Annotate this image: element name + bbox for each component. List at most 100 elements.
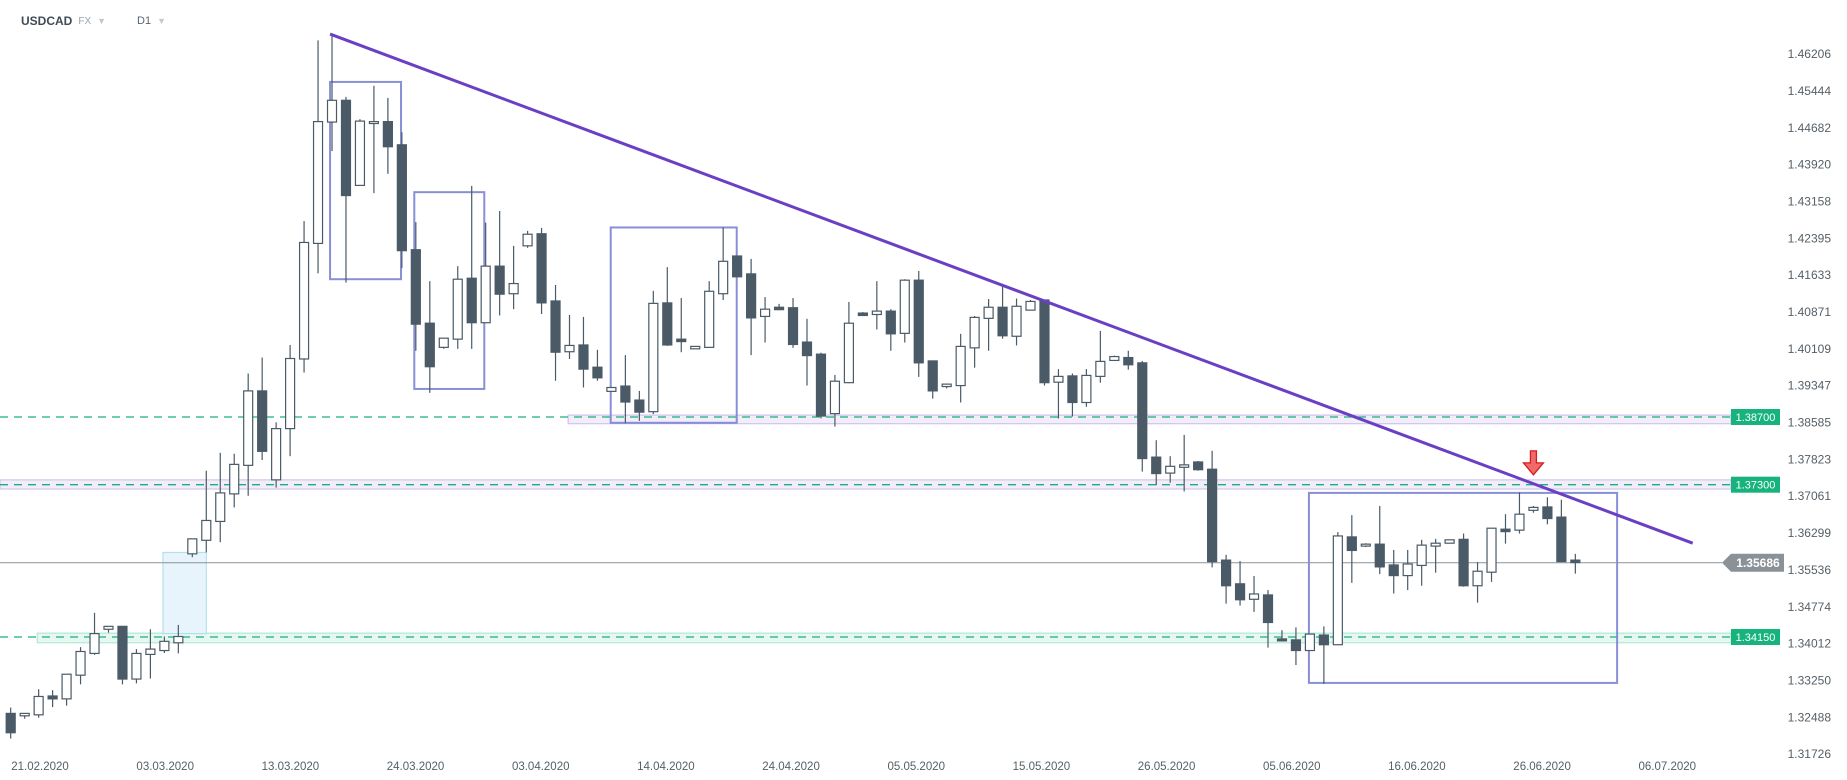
level-price-tag <box>1731 409 1780 425</box>
candle <box>33 689 44 718</box>
candle <box>1053 369 1064 419</box>
candle-body-bullish <box>1095 360 1106 377</box>
price-tick-label: 1.39347 <box>1788 379 1832 393</box>
candle <box>1318 626 1329 684</box>
candle <box>1416 539 1427 586</box>
candle-body-bullish <box>326 99 338 123</box>
level-labels: 1.38700 1.37300 1.34150 1.35686 <box>1722 409 1784 645</box>
candle-body-bearish <box>732 255 743 278</box>
time-axis[interactable]: 21.02.2020 03.03.2020 13.03.2020 24.03.2020… <box>11 761 1696 773</box>
candle-body-bullish <box>438 337 449 348</box>
candle-body-bullish <box>1165 465 1176 474</box>
candle-body-bullish <box>285 357 296 430</box>
candle-body-bearish <box>424 322 435 368</box>
candle <box>746 258 757 356</box>
candle-body-bearish <box>1039 299 1050 384</box>
candle <box>1486 527 1497 582</box>
candle <box>634 390 645 421</box>
candle <box>815 352 827 419</box>
candle-body-bearish <box>620 385 631 403</box>
candle-body-bearish <box>787 307 799 346</box>
candle <box>215 452 226 543</box>
candle-body-bullish <box>899 279 910 334</box>
candle <box>1151 440 1162 486</box>
candle <box>424 281 435 393</box>
candle <box>494 211 505 316</box>
candle-body-bullish <box>215 492 226 523</box>
candle <box>1179 434 1190 492</box>
candle-body-bullish <box>1081 374 1092 404</box>
candle-body-bullish <box>690 345 701 350</box>
candle <box>159 636 170 653</box>
candle <box>871 281 882 330</box>
candle-body-bearish <box>1123 356 1134 366</box>
candle <box>927 360 938 399</box>
candle <box>620 355 631 424</box>
symbol-selector[interactable]: USDCAD FX ▼ <box>21 13 106 29</box>
candle-body-bearish <box>927 360 938 392</box>
candle <box>1011 298 1022 346</box>
candle-body-bullish <box>1109 355 1120 362</box>
candle <box>1067 373 1078 417</box>
candle <box>1039 299 1050 386</box>
candle-body-bullish <box>1332 535 1343 646</box>
candle <box>285 344 296 457</box>
date-tick-label: 05.05.2020 <box>887 761 945 773</box>
range-box <box>609 226 738 424</box>
candle-body-bearish <box>773 306 785 311</box>
date-tick-label: 06.07.2020 <box>1638 761 1696 773</box>
candle <box>1528 505 1539 513</box>
timeframe-selector[interactable]: D1 ▼ <box>137 13 166 29</box>
candle <box>410 222 421 351</box>
price-tick-label: 1.41633 <box>1788 268 1832 282</box>
price-tick-label: 1.34774 <box>1788 600 1832 614</box>
candle <box>508 245 519 310</box>
candle-body-bearish <box>1542 506 1553 520</box>
candle <box>1304 633 1316 652</box>
candle-body-bullish <box>704 290 715 348</box>
candle-body-bearish <box>1262 594 1274 624</box>
trendline-group <box>329 32 1694 545</box>
candle-body-bearish <box>550 300 561 353</box>
candle <box>843 301 855 384</box>
candle-body-bullish <box>1528 506 1539 511</box>
level-price-label: 1.38700 <box>1736 412 1776 424</box>
candle <box>438 337 449 349</box>
candle <box>578 316 589 388</box>
candle <box>1542 497 1553 525</box>
candle-body-bearish <box>1318 634 1329 646</box>
candle-body-bearish <box>1458 538 1469 587</box>
candle-body-bearish <box>592 366 603 379</box>
candle <box>676 298 687 353</box>
candle <box>396 132 407 269</box>
candle <box>1556 499 1567 563</box>
candle-body-bullish <box>1248 593 1260 600</box>
price-axis[interactable]: 1.46206 1.45444 1.44682 1.43920 1.43158 1.423… <box>1788 47 1832 761</box>
candle <box>1137 360 1148 472</box>
candle <box>271 422 282 488</box>
candle-body-bearish <box>1290 639 1302 652</box>
level-price-tag <box>1731 476 1780 493</box>
candle-body-bullish <box>1025 300 1036 311</box>
candle <box>326 33 338 152</box>
candle <box>801 318 813 386</box>
candle <box>1346 515 1357 583</box>
candle-body-bullish <box>759 308 771 318</box>
candle-body-bullish <box>229 463 240 495</box>
candle-body-bearish <box>1151 456 1162 475</box>
market-label: FX <box>78 15 92 27</box>
candle-body-bearish <box>913 279 924 364</box>
candle-body-bearish <box>5 712 16 734</box>
price-tick-label: 1.37061 <box>1788 489 1832 503</box>
candle-body-bearish <box>676 338 687 343</box>
candle <box>1262 590 1274 648</box>
candle-body-bullish <box>75 650 86 676</box>
candle <box>173 624 184 654</box>
date-tick-label: 21.02.2020 <box>11 761 69 773</box>
candle-body-bullish <box>1011 305 1022 337</box>
candle <box>382 97 393 174</box>
candle <box>103 625 114 633</box>
arrow-down-icon <box>1522 450 1545 476</box>
candle <box>997 285 1008 339</box>
